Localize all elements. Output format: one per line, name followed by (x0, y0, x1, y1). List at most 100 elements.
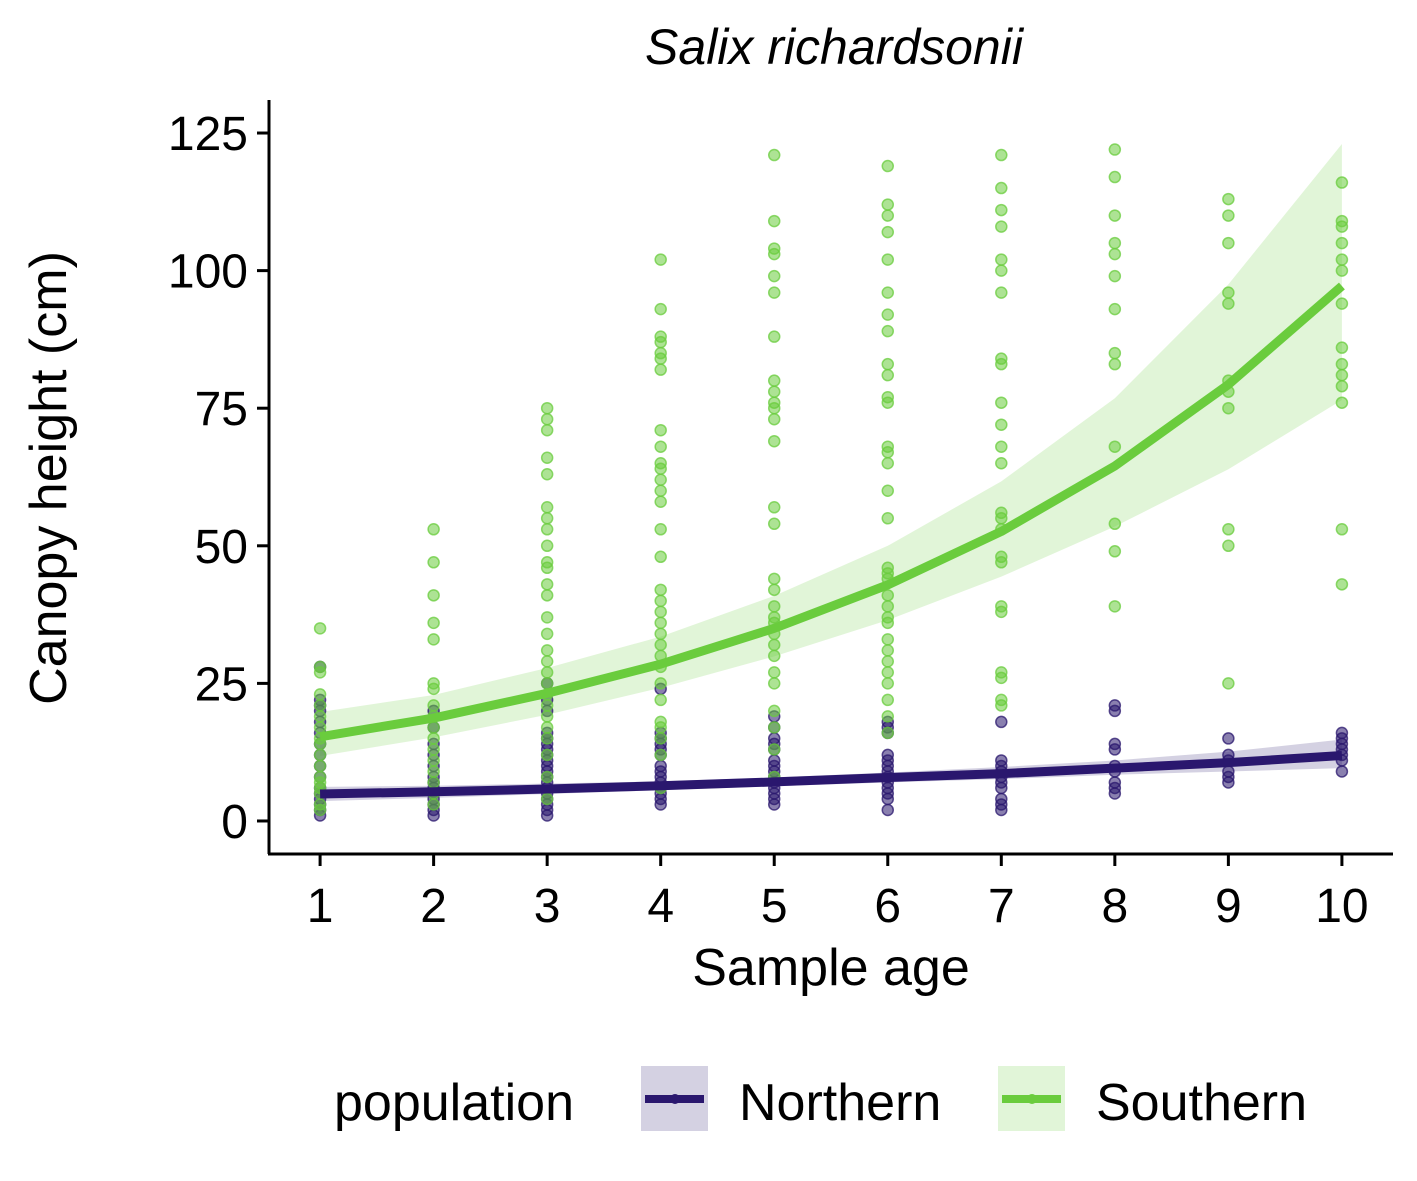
point-southern (654, 330, 667, 343)
point-southern (654, 638, 667, 652)
point-southern (540, 556, 554, 569)
point-northern (654, 759, 667, 773)
point-southern (767, 600, 781, 613)
point-southern (767, 434, 781, 448)
point-southern (654, 583, 667, 597)
point-southern (427, 776, 440, 789)
point-southern (540, 523, 554, 536)
point-southern (654, 456, 667, 470)
point-southern (1222, 286, 1235, 299)
point-southern (427, 523, 440, 536)
point-southern (1108, 517, 1122, 531)
y-tick-label: 75 (195, 383, 248, 436)
point-southern (427, 616, 440, 630)
point-southern (767, 501, 781, 514)
point-southern (1335, 396, 1349, 409)
point-southern (1335, 176, 1349, 189)
point-southern (540, 699, 554, 712)
point-southern (767, 583, 781, 597)
point-southern (540, 539, 554, 553)
point-southern (654, 423, 667, 437)
point-southern (881, 693, 895, 707)
point-southern (540, 423, 554, 437)
point-southern (881, 677, 895, 690)
point-southern (995, 220, 1008, 233)
point-southern (654, 363, 667, 376)
point-southern (995, 600, 1008, 613)
fit-line-southern (319, 282, 1345, 742)
y-tick-label: 25 (195, 658, 248, 711)
point-southern (881, 633, 895, 646)
fit-lines (319, 282, 1345, 799)
point-southern (881, 159, 895, 173)
point-southern (427, 699, 440, 712)
point-southern (540, 792, 554, 806)
point-southern (654, 616, 667, 630)
x-tick-label: 6 (874, 880, 901, 933)
axes: 0 25 50 75 100 125 1 2 3 4 5 6 7 8 9 10 (168, 100, 1393, 933)
point-southern (995, 506, 1008, 520)
point-southern (881, 357, 895, 371)
point-southern (654, 605, 667, 619)
point-southern (540, 732, 554, 745)
point-southern (313, 660, 327, 674)
point-southern (1108, 302, 1122, 316)
point-southern (767, 385, 781, 398)
point-southern (1108, 269, 1122, 283)
point-southern (881, 512, 895, 525)
y-tick-label: 125 (168, 108, 248, 161)
point-southern (767, 242, 781, 255)
x-axis-title: Sample age (692, 939, 970, 997)
point-southern (881, 286, 895, 299)
point-southern (995, 181, 1008, 195)
y-tick-label: 50 (195, 521, 248, 574)
point-southern (427, 732, 440, 745)
point-southern (995, 418, 1008, 431)
point-northern (1222, 765, 1235, 778)
point-southern (767, 374, 781, 387)
point-northern (767, 754, 781, 767)
point-southern (540, 748, 554, 762)
point-southern (1222, 539, 1235, 553)
legend-key-northern-dot (670, 1094, 680, 1104)
point-southern (427, 633, 440, 646)
point-southern (995, 550, 1008, 564)
point-southern (1108, 346, 1122, 360)
point-southern (995, 264, 1008, 277)
point-southern (654, 594, 667, 608)
point-southern (1335, 368, 1349, 382)
point-southern (1108, 357, 1122, 371)
point-southern (540, 770, 554, 784)
plot-area (313, 143, 1349, 822)
point-southern (881, 456, 895, 470)
point-southern (313, 622, 327, 635)
point-southern (995, 286, 1008, 299)
point-southern (540, 501, 554, 514)
point-southern (1108, 143, 1122, 156)
point-southern (313, 699, 327, 712)
point-southern (313, 721, 327, 734)
point-southern (767, 743, 781, 756)
point-northern (995, 715, 1008, 729)
legend-key-southern-dot (1027, 1094, 1037, 1104)
point-southern (313, 759, 327, 773)
x-tick-label: 8 (1101, 880, 1128, 933)
point-southern (881, 440, 895, 453)
x-tick-label: 4 (647, 880, 674, 933)
point-southern (1222, 236, 1235, 250)
point-southern (1108, 170, 1122, 184)
point-southern (767, 649, 781, 663)
point-northern (1108, 776, 1122, 789)
point-southern (1335, 264, 1349, 277)
chart-title: Salix richardsonii (645, 19, 1025, 75)
point-southern (654, 677, 667, 690)
point-northern (995, 754, 1008, 767)
point-southern (995, 693, 1008, 707)
point-southern (427, 556, 440, 569)
point-southern (881, 710, 895, 723)
point-southern (654, 302, 667, 316)
legend-label-northern: Northern (739, 1074, 941, 1132)
point-northern (767, 732, 781, 745)
point-southern (995, 440, 1008, 453)
point-southern (654, 732, 667, 745)
